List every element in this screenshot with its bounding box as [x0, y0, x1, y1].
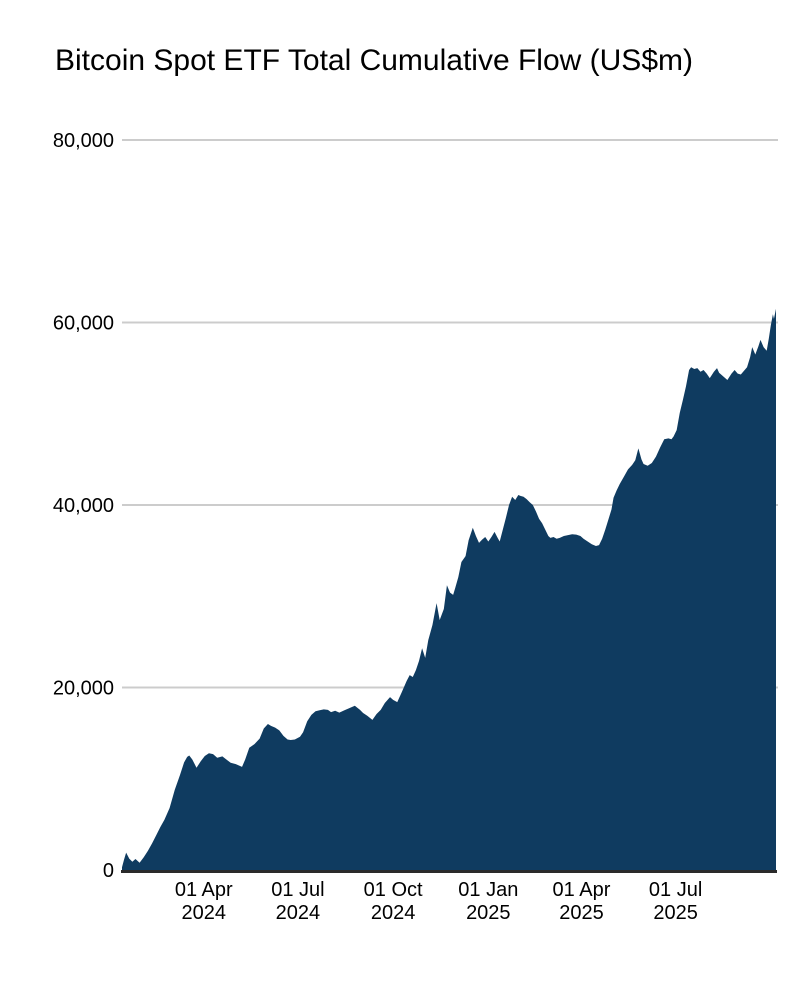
x-axis-tick-label-line1: 01 Jul: [271, 879, 324, 901]
x-axis-tick-label-line2: 2025: [466, 902, 511, 924]
x-axis-tick-label-line1: 01 Jul: [649, 879, 702, 901]
y-axis-tick-label: 40,000: [53, 495, 114, 517]
x-axis-tick-label-line1: 01 Apr: [175, 879, 233, 901]
x-axis-tick-label-line2: 2025: [559, 902, 604, 924]
x-axis-tick-label-line1: 01 Oct: [364, 879, 423, 901]
x-axis-tick-label-line2: 2024: [182, 902, 227, 924]
x-axis-tick-label-line2: 2024: [371, 902, 416, 924]
x-axis-tick-label-line1: 01 Jan: [458, 879, 518, 901]
x-axis-tick-label-line2: 2024: [276, 902, 321, 924]
y-axis-tick-label: 60,000: [53, 313, 114, 335]
chart-title: Bitcoin Spot ETF Total Cumulative Flow (…: [55, 44, 693, 77]
x-axis-tick-label-line1: 01 Apr: [553, 879, 611, 901]
y-axis-tick-label: 0: [103, 860, 114, 882]
cumulative-flow-area-series[interactable]: [122, 308, 776, 870]
y-axis-tick-label: 20,000: [53, 678, 114, 700]
y-axis-tick-label: 80,000: [53, 130, 114, 152]
x-axis-tick-label-line2: 2025: [653, 902, 698, 924]
series: [122, 308, 776, 870]
